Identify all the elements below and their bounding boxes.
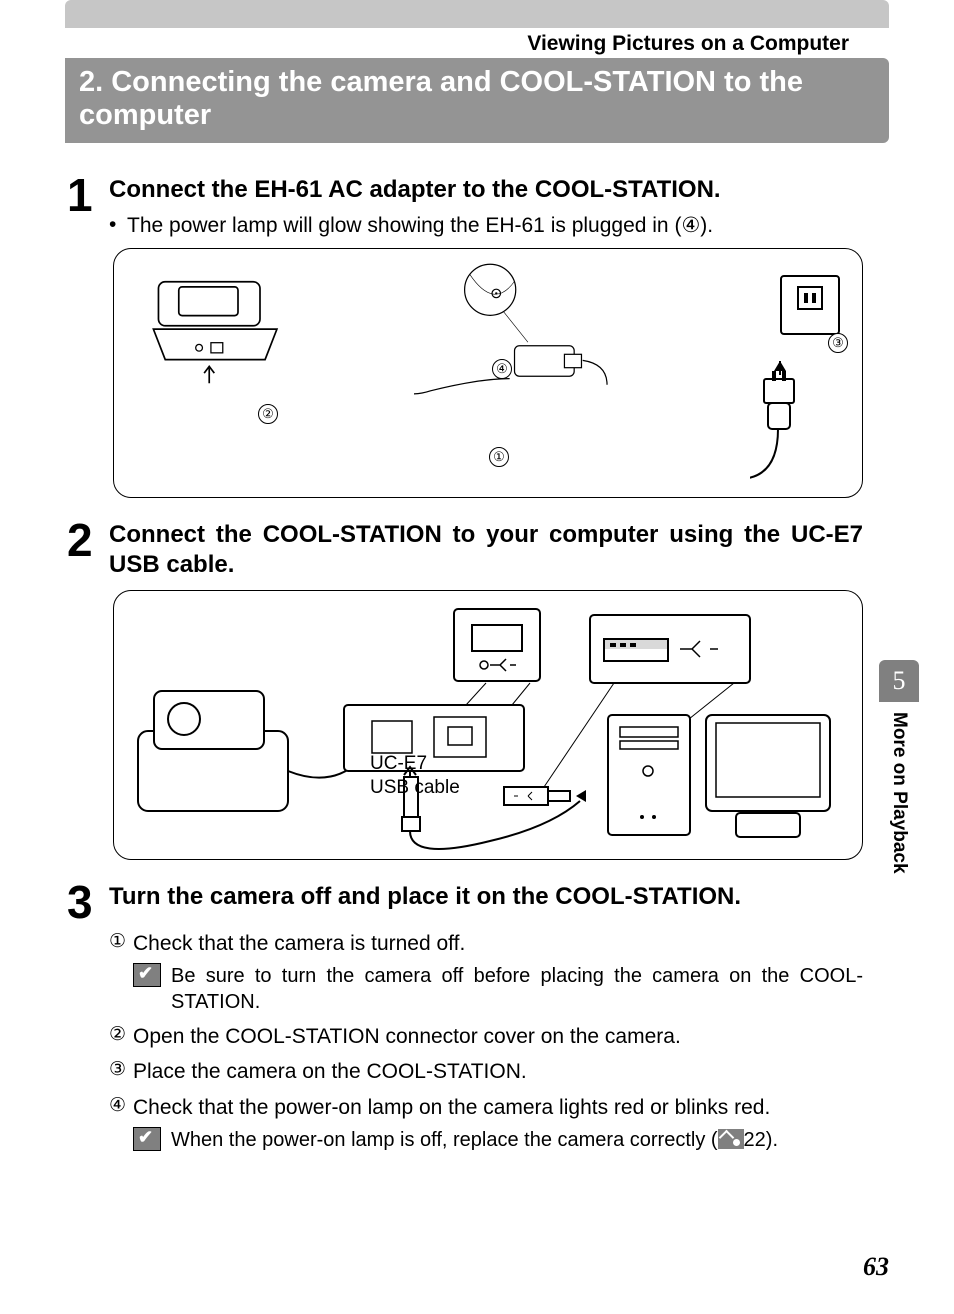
note-text: When the power-on lamp is off, replace t… [171, 1127, 863, 1153]
sub-marker: ④ [109, 1094, 133, 1121]
note-suffix: ). [766, 1129, 778, 1151]
cool-station-icon [136, 275, 296, 385]
note-page: 22 [744, 1129, 766, 1151]
check-icon [133, 1127, 161, 1151]
step-number: 1 [65, 175, 109, 216]
top-strip [65, 0, 889, 28]
sub-marker: ③ [109, 1058, 133, 1085]
sub-step: ① Check that the camera is turned off. [109, 930, 863, 957]
note-prefix: When the power-on lamp is off, replace t… [171, 1129, 718, 1151]
sub-text: Check that the camera is turned off. [133, 930, 863, 957]
note: Be sure to turn the camera off before pl… [133, 963, 863, 1015]
bullet-text: The power lamp will glow showing the EH-… [127, 213, 713, 238]
callout-4: ④ [492, 359, 512, 379]
callout-2: ② [258, 404, 278, 424]
step-number: 2 [65, 520, 109, 561]
page: Viewing Pictures on a Computer 2. Connec… [65, 0, 889, 1314]
step-title: Turn the camera off and place it on the … [109, 882, 863, 912]
side-tab: 5 More on Playback [879, 660, 919, 930]
callout-1: ① [489, 447, 509, 467]
step-bullet: • The power lamp will glow showing the E… [109, 213, 863, 238]
sub-text: Check that the power-on lamp on the came… [133, 1094, 863, 1121]
sub-text: Open the COOL-STATION connector cover on… [133, 1023, 863, 1050]
diagram-1: ① ② ③ ④ [113, 248, 863, 498]
note: When the power-on lamp is off, replace t… [133, 1127, 863, 1153]
ac-adapter-icon [414, 263, 654, 403]
callout-3: ③ [828, 333, 848, 353]
sub-text: Place the camera on the COOL-STATION. [133, 1058, 863, 1085]
step-title: Connect the EH-61 AC adapter to the COOL… [109, 175, 863, 205]
diagram-2: UC-E7 USB cable [113, 590, 863, 860]
sub-step: ④ Check that the power-on lamp on the ca… [109, 1094, 863, 1121]
usb-connection-icon [114, 591, 864, 861]
diagram-label: UC-E7 [370, 753, 427, 775]
side-tab-number: 5 [879, 660, 919, 702]
side-tab-label: More on Playback [879, 702, 910, 874]
page-ref-icon [718, 1129, 744, 1149]
step-title: Connect the COOL-STATION to your compute… [109, 520, 863, 580]
sub-marker: ① [109, 930, 133, 957]
content: 1 Connect the EH-61 AC adapter to the CO… [65, 143, 889, 1153]
sub-marker: ② [109, 1023, 133, 1050]
power-plug-icon [750, 361, 830, 491]
check-icon [133, 963, 161, 987]
section-title: 2. Connecting the camera and COOL-STATIO… [65, 58, 889, 143]
step-number: 3 [65, 882, 109, 923]
note-text: Be sure to turn the camera off before pl… [171, 963, 863, 1015]
page-number: 63 [863, 1252, 889, 1282]
sub-step: ② Open the COOL-STATION connector cover … [109, 1023, 863, 1050]
sub-step: ③ Place the camera on the COOL-STATION. [109, 1058, 863, 1085]
step-3: 3 Turn the camera off and place it on th… [65, 882, 863, 1153]
step-1: 1 Connect the EH-61 AC adapter to the CO… [65, 175, 863, 238]
diagram-label: USB cable [370, 777, 460, 799]
wall-outlet-icon [780, 275, 840, 335]
breadcrumb: Viewing Pictures on a Computer [65, 28, 889, 58]
step-2: 2 Connect the COOL-STATION to your compu… [65, 520, 863, 580]
